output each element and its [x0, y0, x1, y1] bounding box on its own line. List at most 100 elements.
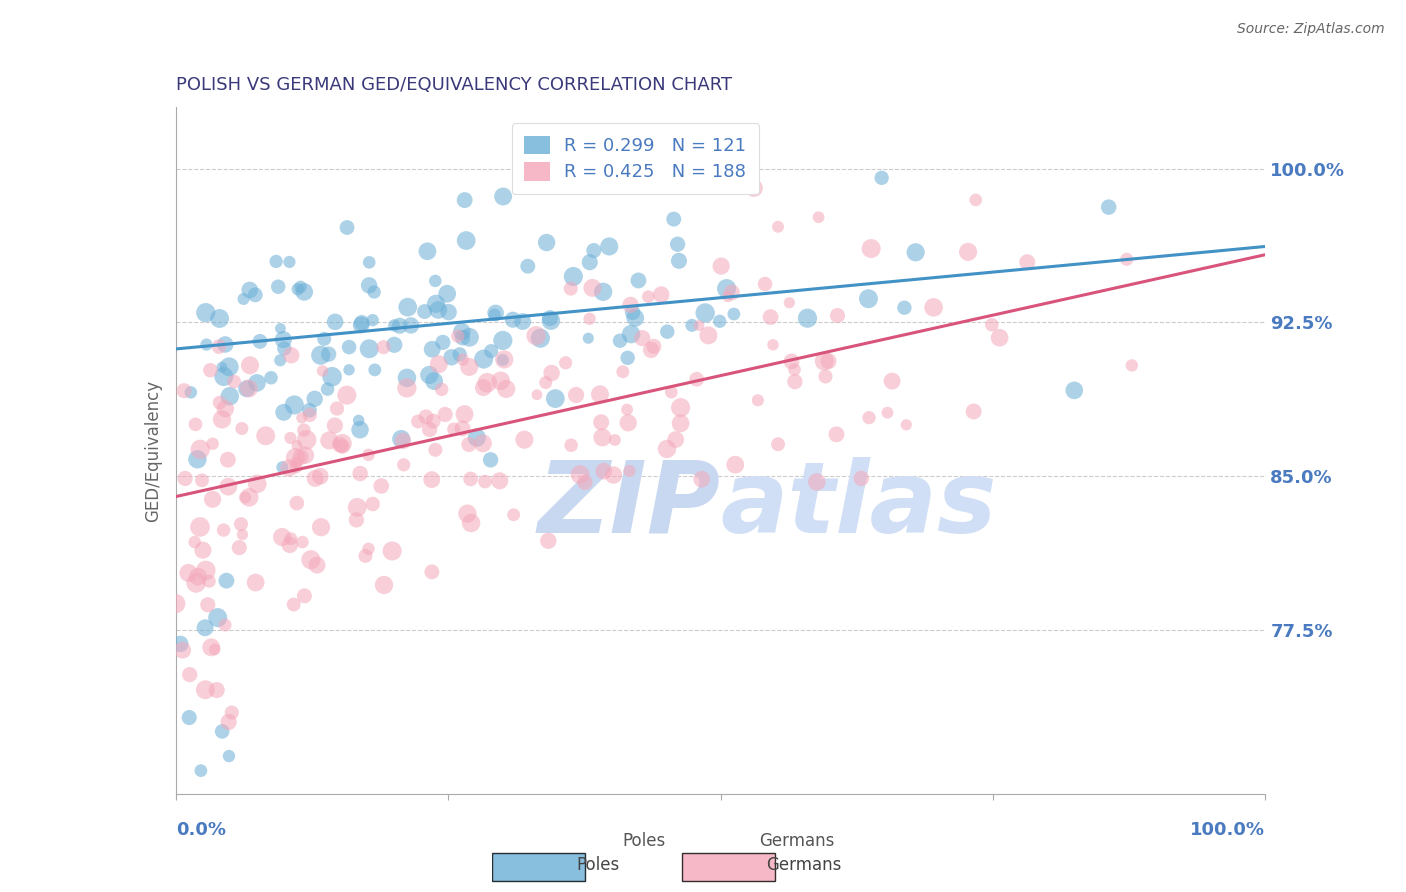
Point — [690, 472, 713, 486]
Point — [538, 311, 561, 326]
Point — [451, 331, 474, 345]
Point — [492, 189, 515, 203]
Point — [540, 366, 562, 380]
Point — [361, 313, 384, 327]
Point — [494, 352, 516, 367]
Point — [395, 381, 418, 395]
Point — [349, 423, 371, 437]
Point — [484, 306, 506, 320]
Point — [762, 338, 785, 352]
Point — [592, 464, 614, 478]
Point — [451, 352, 474, 367]
Point — [665, 433, 688, 447]
Point — [436, 286, 458, 301]
Point — [271, 460, 294, 475]
Point — [576, 331, 599, 345]
Point — [544, 392, 567, 406]
Point — [278, 538, 301, 552]
Point — [179, 710, 201, 724]
Point — [460, 472, 482, 486]
Point — [825, 427, 848, 442]
Point — [326, 401, 349, 416]
Point — [381, 544, 404, 558]
Point — [766, 437, 789, 451]
Point — [347, 413, 370, 427]
Point — [212, 369, 235, 384]
Point — [807, 211, 830, 225]
Point — [963, 404, 986, 418]
Point — [364, 363, 387, 377]
Point — [329, 438, 352, 452]
Point — [516, 259, 538, 273]
Point — [806, 475, 828, 489]
FancyBboxPatch shape — [492, 853, 585, 881]
Point — [423, 374, 446, 388]
Point — [456, 507, 478, 521]
Point — [472, 352, 495, 367]
Point — [560, 282, 582, 296]
Point — [451, 421, 474, 435]
Point — [186, 452, 208, 467]
Point — [659, 385, 682, 400]
Point — [283, 398, 305, 412]
Point — [814, 369, 837, 384]
Point — [766, 219, 789, 234]
Point — [669, 401, 692, 415]
Point — [292, 423, 315, 437]
Point — [627, 273, 650, 287]
Point — [346, 500, 368, 515]
Point — [190, 764, 212, 778]
Point — [560, 438, 582, 452]
Point — [269, 321, 291, 335]
Point — [697, 328, 720, 343]
Point — [309, 469, 332, 483]
Point — [536, 235, 558, 250]
Point — [591, 430, 613, 444]
Point — [309, 520, 332, 534]
Point — [229, 517, 252, 532]
Point — [231, 527, 253, 541]
Point — [858, 292, 880, 306]
Point — [540, 314, 562, 328]
Point — [232, 292, 254, 306]
Point — [287, 282, 309, 296]
Point — [183, 535, 205, 549]
Point — [169, 637, 191, 651]
Point — [876, 406, 898, 420]
Point — [988, 331, 1011, 345]
Point — [1063, 384, 1085, 398]
Point — [198, 574, 221, 589]
Point — [495, 382, 517, 396]
Point — [458, 359, 481, 374]
Point — [214, 401, 236, 416]
Point — [173, 384, 195, 398]
Point — [238, 382, 260, 396]
Point — [238, 491, 260, 505]
Point — [337, 363, 360, 377]
Point — [285, 496, 308, 510]
Point — [422, 414, 444, 428]
Point — [437, 305, 460, 319]
Point — [858, 410, 880, 425]
Point — [399, 318, 422, 333]
Point — [330, 436, 353, 450]
Point — [965, 193, 987, 207]
Point — [260, 370, 283, 384]
Point — [207, 610, 229, 624]
Point — [283, 598, 305, 612]
Point — [430, 383, 453, 397]
Point — [246, 376, 269, 390]
Point — [957, 244, 980, 259]
Point — [434, 408, 457, 422]
Point — [330, 440, 353, 454]
Point — [284, 460, 307, 475]
Point — [650, 287, 672, 301]
Point — [218, 749, 240, 764]
Point — [668, 253, 690, 268]
Point — [396, 300, 419, 314]
Point — [273, 342, 295, 356]
Point — [420, 565, 443, 579]
Point — [336, 220, 359, 235]
Point — [280, 431, 302, 445]
Point — [318, 434, 340, 448]
